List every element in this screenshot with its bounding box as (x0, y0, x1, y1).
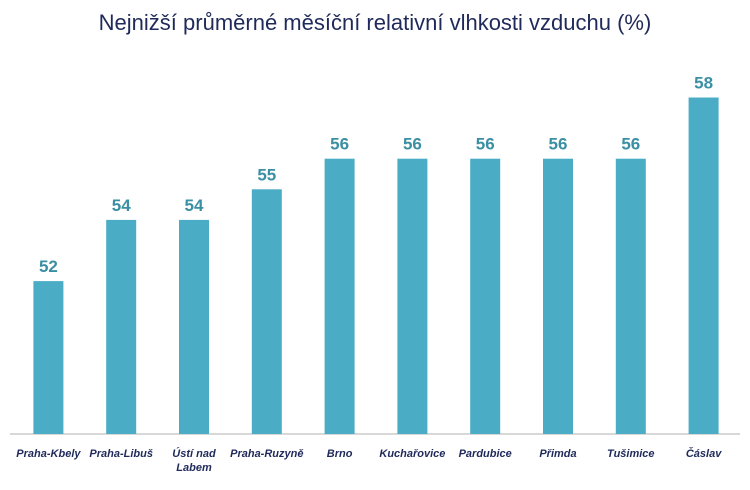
category-label-7: Přimda (539, 448, 576, 460)
category-labels-group: Praha-Kbely Praha-Libuš Ústí nad Labem Praha… (16, 447, 722, 474)
category-label-2: Ústí nad Labem (172, 447, 216, 474)
value-label-4: 56 (330, 135, 349, 154)
value-label-0: 52 (39, 257, 58, 276)
value-label-3: 55 (257, 165, 276, 184)
bar-8 (615, 158, 646, 434)
category-label-8: Tušimice (607, 448, 655, 460)
bar-5 (397, 158, 428, 434)
value-label-2: 54 (185, 196, 204, 215)
category-label-3: Praha-Ruzyně (230, 448, 303, 460)
category-label-9: Čáslav (686, 447, 722, 460)
bar-9 (688, 97, 719, 434)
bar-6 (470, 158, 501, 434)
category-label-4: Brno (327, 448, 353, 460)
chart-title: Nejnižší průměrné měsíční relativní vlhk… (98, 10, 652, 35)
bar-7 (543, 158, 573, 434)
bars-group (33, 97, 719, 434)
value-label-9: 58 (694, 74, 713, 93)
bar-2 (179, 219, 209, 434)
value-label-8: 56 (621, 135, 640, 154)
category-label-5: Kuchařovice (379, 448, 445, 460)
value-label-6: 56 (476, 135, 495, 154)
bar-1 (106, 219, 137, 434)
bar-4 (324, 158, 355, 434)
bar-0 (33, 281, 64, 434)
value-label-7: 56 (549, 135, 568, 154)
bar-3 (251, 189, 282, 434)
value-labels-group: 52 54 54 55 56 56 56 56 56 58 (39, 74, 713, 277)
value-label-5: 56 (403, 135, 422, 154)
category-label-1: Praha-Libuš (89, 448, 153, 460)
category-label-6: Pardubice (459, 448, 512, 460)
category-label-0: Praha-Kbely (16, 448, 81, 460)
value-label-1: 54 (112, 196, 131, 215)
